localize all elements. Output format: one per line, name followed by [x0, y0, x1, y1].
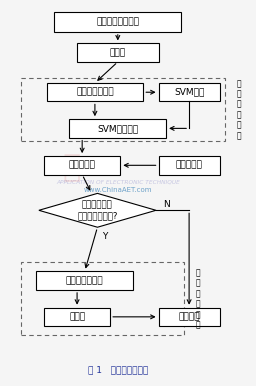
FancyBboxPatch shape	[36, 271, 133, 290]
Text: N: N	[163, 200, 169, 209]
FancyBboxPatch shape	[54, 12, 182, 32]
FancyBboxPatch shape	[158, 156, 220, 174]
Text: 图 1   识别算法流程图: 图 1 识别算法流程图	[88, 366, 148, 374]
Text: 一
级
分
类
识
别: 一 级 分 类 识 别	[237, 79, 241, 140]
Text: 二
级
分
类
识
别: 二 级 分 类 识 别	[196, 268, 200, 329]
Text: 可信度计算: 可信度计算	[69, 161, 95, 170]
Text: 可信度列表: 可信度列表	[176, 161, 202, 170]
Text: 识别结果: 识别结果	[178, 312, 200, 321]
Text: 粗分类特征提取: 粗分类特征提取	[76, 88, 114, 97]
Text: 输入单个字符图片: 输入单个字符图片	[96, 17, 139, 26]
Text: APPLICATION OF ELECTRONIC TECHNIQUE: APPLICATION OF ELECTRONIC TECHNIQUE	[56, 180, 180, 185]
Text: 决策表: 决策表	[69, 312, 85, 321]
FancyBboxPatch shape	[44, 308, 110, 326]
FancyBboxPatch shape	[77, 43, 158, 62]
Text: SVM训练: SVM训练	[174, 88, 204, 97]
Text: Y: Y	[102, 232, 108, 241]
Text: 细分类特征提取: 细分类特征提取	[66, 276, 103, 285]
Text: 判断识别结果
是否为形近字符?: 判断识别结果 是否为形近字符?	[77, 200, 118, 221]
Text: www.ChinaAET.com: www.ChinaAET.com	[83, 187, 152, 193]
Text: 可: 可	[63, 154, 81, 183]
FancyBboxPatch shape	[158, 308, 220, 326]
Polygon shape	[39, 193, 156, 227]
FancyBboxPatch shape	[69, 119, 166, 138]
Text: SVM分类识别: SVM分类识别	[97, 124, 138, 133]
FancyBboxPatch shape	[47, 83, 143, 102]
FancyBboxPatch shape	[158, 83, 220, 102]
Text: 预处理: 预处理	[110, 48, 126, 57]
FancyBboxPatch shape	[44, 156, 120, 174]
